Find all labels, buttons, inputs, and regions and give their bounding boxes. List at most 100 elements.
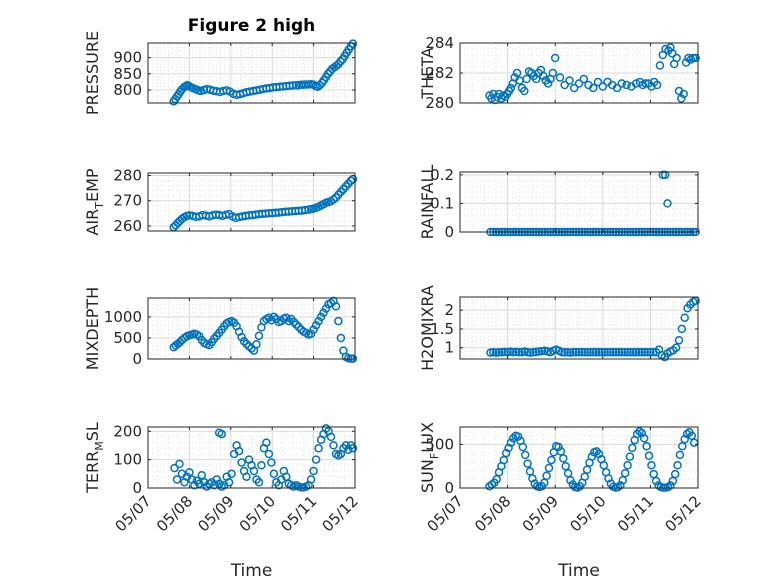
y-tick-label: 850 [113, 65, 142, 83]
data-point [614, 347, 624, 357]
data-point [195, 479, 204, 488]
tick-marks [459, 42, 699, 104]
y-tick-label: 0.2 [430, 166, 454, 184]
data-point [634, 347, 644, 357]
y-tick-label: 270 [113, 192, 142, 210]
data-point [647, 461, 656, 470]
x-tick-label: 05/12 [662, 492, 705, 535]
data-point [606, 347, 615, 357]
panel-h2omixra: 11.52 H2OMIXRA [418, 285, 700, 371]
data-point [560, 80, 569, 90]
data-point [589, 347, 598, 357]
data-point [612, 83, 622, 93]
y-tick-label: 1000 [104, 308, 142, 326]
data-point [583, 347, 592, 357]
data-point [344, 445, 353, 454]
axes-frame [459, 296, 699, 360]
data-point [587, 452, 597, 461]
data-point [555, 73, 565, 82]
data-point [172, 475, 182, 484]
axes-frame [147, 172, 356, 232]
axes-frame [459, 171, 699, 233]
y-axis-label-main: H2OMIXRA [418, 285, 437, 371]
data-point [651, 476, 661, 486]
data-point [680, 313, 689, 322]
data-point [522, 74, 531, 84]
data-point [629, 347, 638, 357]
data-point [264, 449, 274, 459]
y-tick-label: 1.5 [430, 320, 454, 338]
data-point [617, 79, 627, 88]
data-point [334, 316, 343, 326]
y-tick-label: 260 [113, 217, 142, 235]
data-point [571, 347, 581, 357]
data-point [597, 347, 607, 357]
y-axis-label: AIRTEMP [83, 168, 106, 235]
data-point [242, 472, 251, 481]
data-point [579, 74, 589, 84]
axes-frame [459, 426, 699, 489]
y-axis-label-subscript: M [93, 441, 106, 451]
data-point [249, 466, 259, 476]
y-axis-label: MIXDEPTH [83, 287, 102, 370]
data-point [520, 450, 530, 460]
data-point [329, 441, 338, 450]
data-point [592, 447, 601, 456]
data-point [557, 347, 567, 357]
data-point [254, 478, 264, 487]
data-point [528, 474, 537, 483]
data-point [646, 347, 655, 357]
data-point [504, 443, 513, 453]
data-point [574, 79, 584, 88]
y-tick-label: 0 [132, 350, 142, 368]
data-point [617, 347, 627, 357]
minor-grid [460, 172, 698, 232]
x-tick-label: 05/11 [614, 492, 657, 535]
y-tick-label: 0 [444, 479, 454, 497]
tick-marks [459, 297, 699, 359]
data-point [529, 347, 538, 357]
data-point [336, 57, 345, 66]
x-tick-label: 05/07 [424, 492, 467, 535]
data-point [348, 444, 358, 453]
x-tick-label: 05/10 [566, 492, 609, 535]
data-point [311, 455, 321, 464]
data-point [314, 316, 323, 326]
data-point [523, 459, 532, 468]
data-point [217, 429, 226, 439]
data-point [561, 461, 570, 471]
data-point [631, 347, 641, 357]
panel-sun_flux: 0 500 05/07 05/08 05/09 05/10 05/11 05/12 Time SU… [418, 422, 705, 581]
data-point [262, 438, 271, 447]
data-point [509, 434, 518, 443]
x-axis-label: Time [557, 561, 600, 581]
data-point [554, 442, 563, 452]
x-tick-label: 05/09 [194, 492, 237, 535]
data-point [543, 79, 553, 88]
data-point [185, 468, 194, 477]
data-points [486, 296, 700, 362]
data-point [234, 446, 244, 456]
data-point [284, 316, 294, 326]
data-point [289, 317, 298, 327]
y-tick-label: 500 [425, 435, 454, 453]
data-point [668, 49, 677, 58]
data-point [269, 312, 279, 322]
data-point [599, 461, 609, 470]
data-point [580, 347, 589, 357]
y-tick-label: 900 [113, 49, 142, 67]
data-point [499, 91, 508, 100]
data-point [623, 461, 632, 470]
axes-frame [147, 297, 356, 360]
minor-grid [148, 173, 355, 231]
data-point [175, 459, 184, 469]
data-point [566, 475, 575, 485]
data-point [311, 321, 321, 330]
data-point [620, 347, 629, 357]
data-point [678, 441, 687, 451]
data-point [314, 444, 323, 453]
data-point [600, 347, 609, 357]
data-point [291, 320, 301, 329]
